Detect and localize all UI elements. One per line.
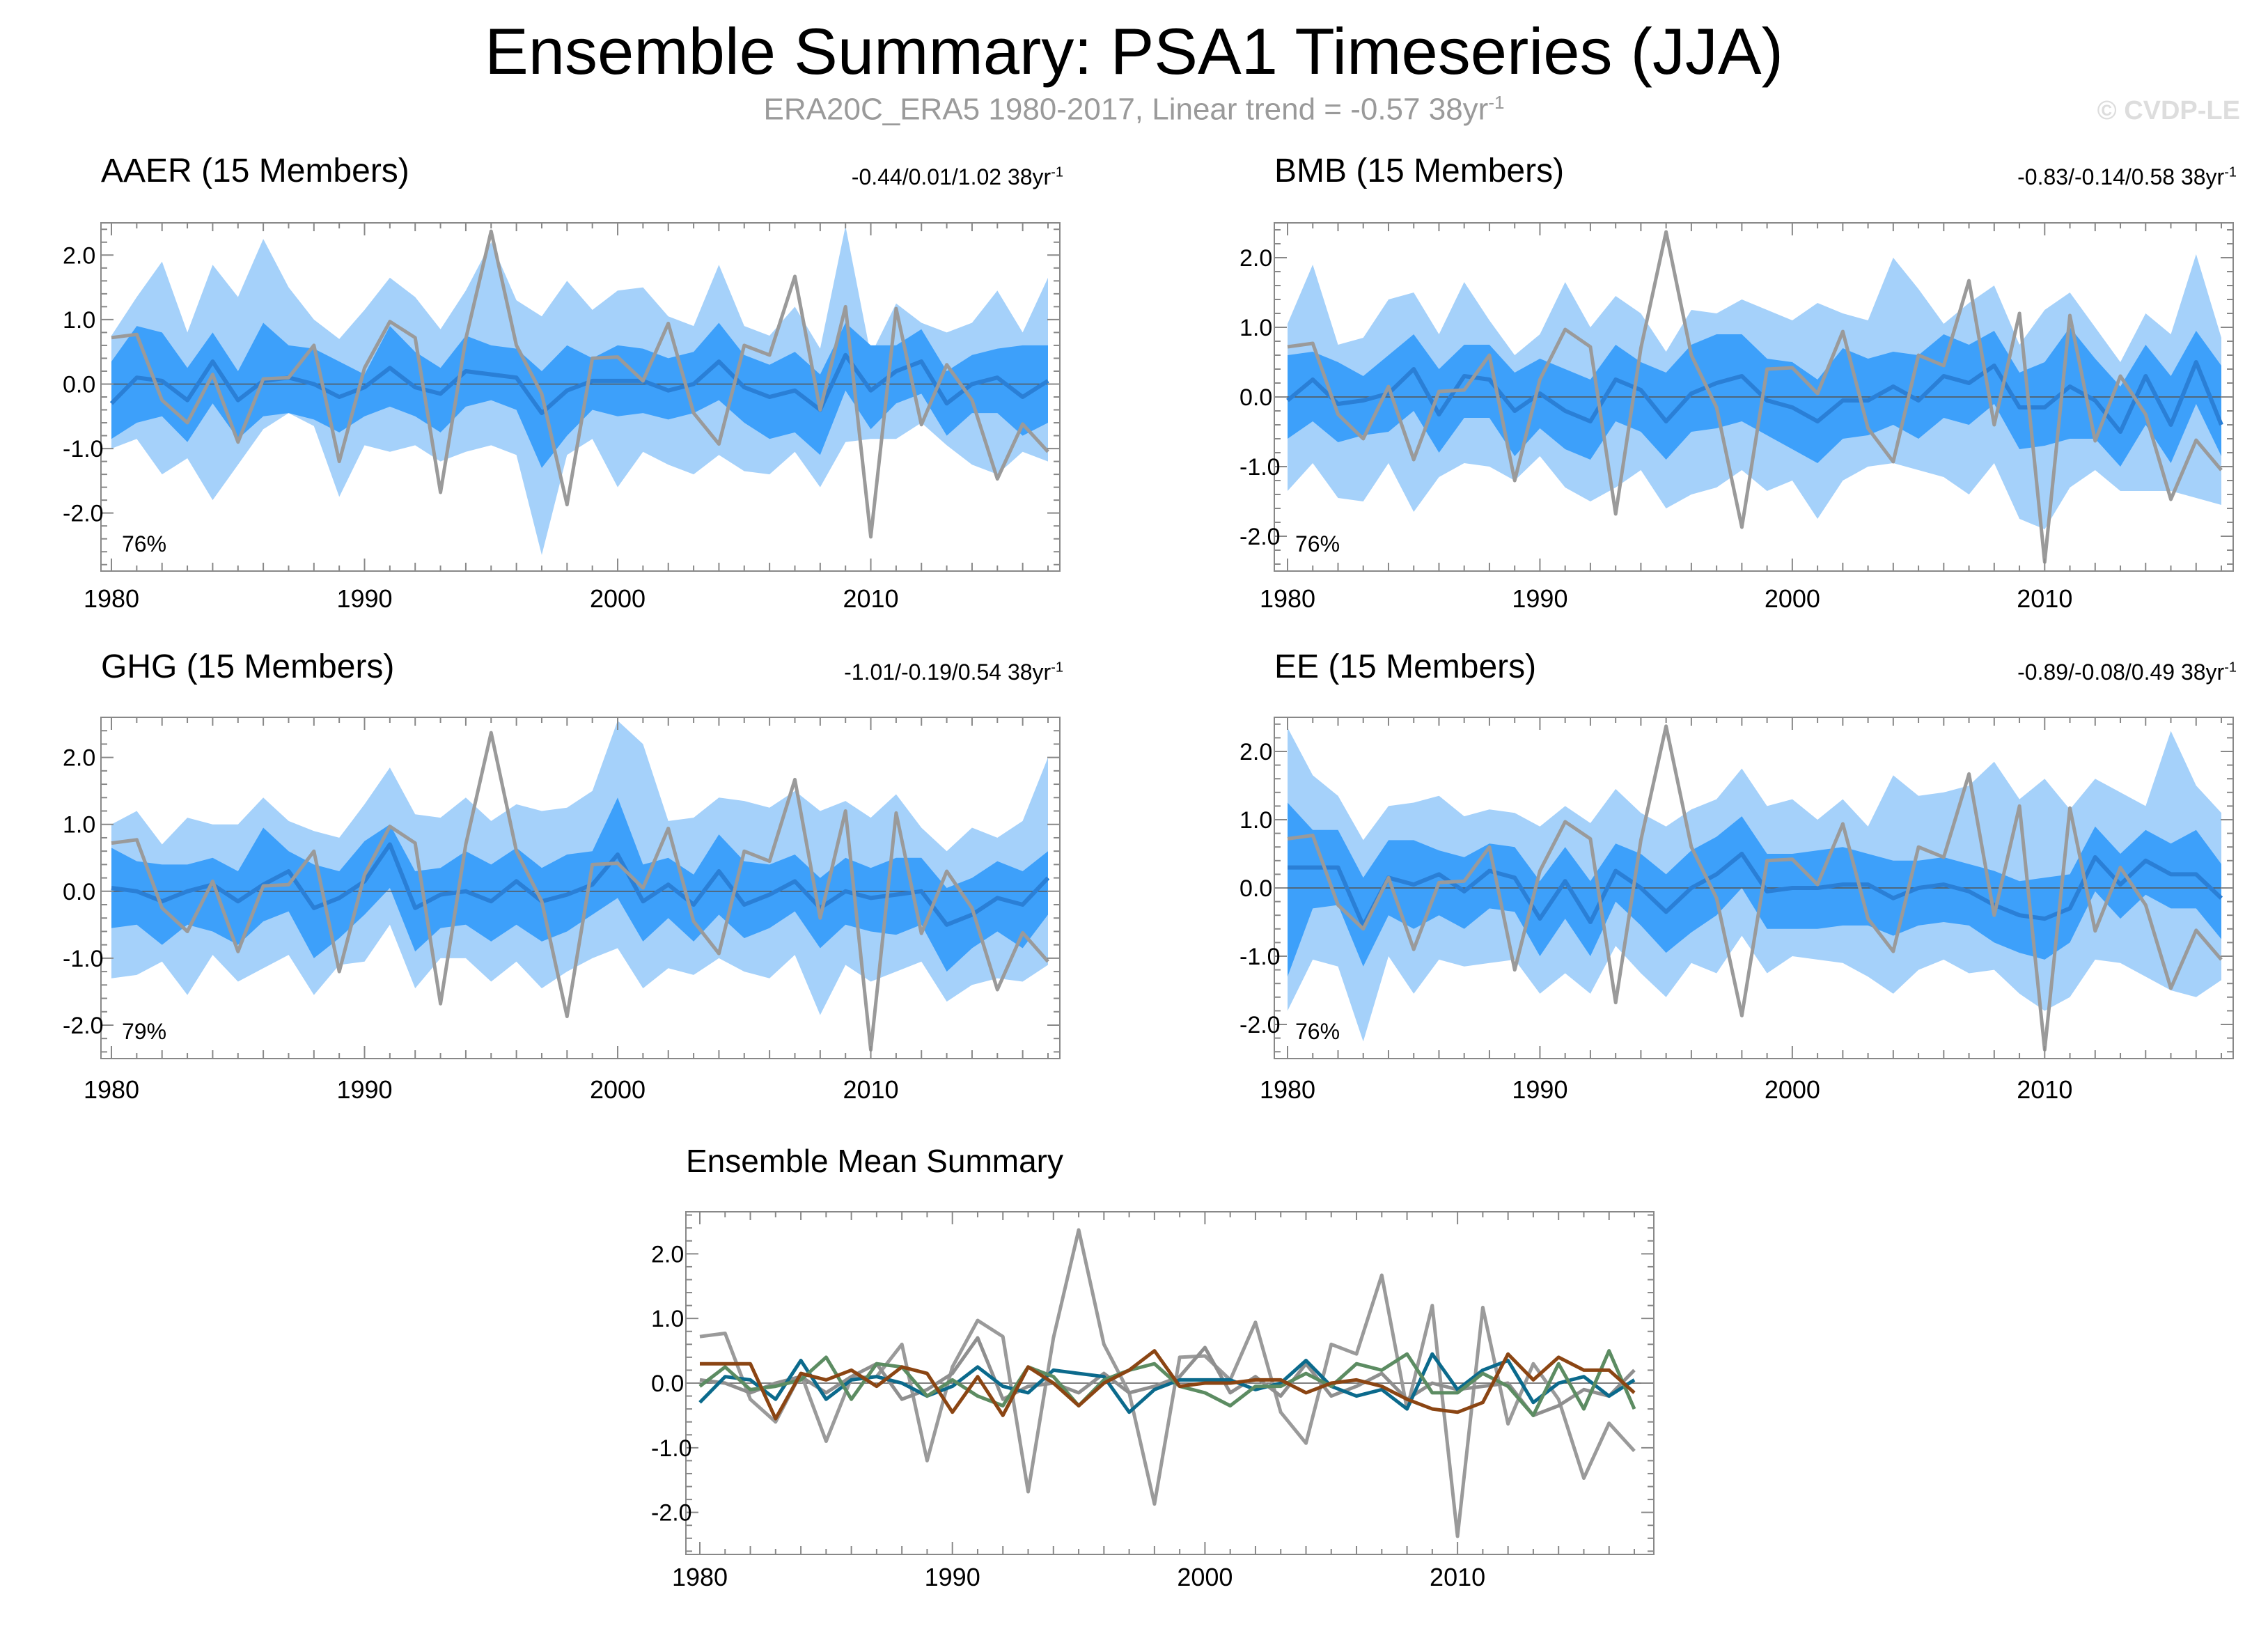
x-tick-label: 2010 — [843, 584, 898, 613]
y-tick-label: 2.0 — [1239, 739, 1272, 765]
y-tick-label: 0.0 — [63, 371, 95, 398]
ensemble-mean-line — [111, 842, 1050, 927]
y-tick-label: 2.0 — [63, 745, 95, 772]
y-tick-label: 1.0 — [1239, 807, 1272, 834]
panel-1: 2.0 1.0 0.0 -1.0 -2.0 1980 1990 2000 2010 76% — [1239, 222, 2234, 613]
plot-area — [101, 720, 1060, 1052]
observed-line — [111, 731, 1049, 1052]
x-tick-label: 2000 — [590, 584, 646, 613]
plot-area — [1274, 724, 2233, 1052]
subtitle-text: ERA20C_ERA5 1980-2017, Linear trend = -0… — [763, 92, 1489, 127]
y-tick-label: 1.0 — [63, 812, 95, 838]
panel-2: 2.0 1.0 0.0 -1.0 -2.0 1980 1990 2000 2010 79% — [63, 717, 1061, 1104]
x-tick-label: 2000 — [1765, 1075, 1820, 1104]
observed-line — [1287, 724, 2223, 1052]
y-tick-label: -1.0 — [1239, 454, 1281, 481]
panel-title-aaer: AAER (15 Members) — [101, 153, 409, 189]
x-tick-label: 1990 — [1512, 1075, 1567, 1104]
x-tick-label: 1980 — [672, 1563, 728, 1591]
panel-title-bmb: BMB (15 Members) — [1274, 153, 1565, 189]
panel-4: 2.0 1.0 0.0 -1.0 -2.0 1980 1990 2000 2010 — [651, 1211, 1655, 1591]
x-tick-label: 1980 — [1260, 1075, 1315, 1104]
panel-title-summary: Ensemble Mean Summary — [686, 1143, 1063, 1179]
ensemble-mean-line — [1286, 360, 2223, 434]
x-tick-label: 2000 — [1765, 584, 1820, 613]
percent-label: 76% — [1295, 1019, 1340, 1044]
y-tick-label: -2.0 — [1239, 524, 1281, 550]
x-tick-label: 1990 — [1512, 584, 1567, 613]
band-25-75 — [111, 322, 1048, 468]
y-tick-label: -2.0 — [63, 501, 104, 527]
x-tick-label: 2010 — [843, 1075, 898, 1104]
y-tick-label: 2.0 — [651, 1241, 684, 1268]
band-25-75 — [1288, 802, 2221, 977]
x-tick-label: 1980 — [84, 1075, 139, 1104]
plot-area — [686, 1228, 1654, 1538]
percent-label: 76% — [122, 531, 166, 556]
x-tick-label: 2000 — [1177, 1563, 1233, 1591]
y-tick-label: 1.0 — [1239, 315, 1272, 341]
x-tick-label: 2000 — [590, 1075, 646, 1104]
y-tick-label: -2.0 — [1239, 1012, 1281, 1038]
x-tick-label: 1990 — [336, 584, 392, 613]
y-tick-label: -2.0 — [651, 1500, 692, 1527]
main-title: Ensemble Summary: PSA1 Timeseries (JJA) — [485, 15, 1783, 88]
y-tick-label: 1.0 — [63, 307, 95, 334]
x-tick-label: 1980 — [1260, 584, 1315, 613]
panel-trend-ghg: -1.01/-0.19/0.54 38yr-1 — [844, 660, 1063, 685]
panel-title-ghg: GHG (15 Members) — [101, 648, 395, 685]
subtitle: ERA20C_ERA5 1980-2017, Linear trend = -0… — [0, 92, 2268, 127]
y-tick-label: -1.0 — [651, 1435, 692, 1462]
y-tick-label: 2.0 — [1239, 245, 1272, 272]
credit-watermark: © CVDP-LE — [2097, 96, 2240, 125]
band-25-75 — [111, 797, 1048, 972]
y-tick-label: -1.0 — [63, 436, 104, 462]
plot-area — [1274, 230, 2233, 564]
plot-area — [101, 226, 1060, 555]
y-tick-label: 0.0 — [1239, 384, 1272, 411]
subtitle-superscript: -1 — [1488, 92, 1505, 113]
x-tick-label: 1990 — [336, 1075, 392, 1104]
x-tick-label: 1990 — [925, 1563, 980, 1591]
mean-line-aaer — [698, 1352, 1636, 1414]
panel-3: 2.0 1.0 0.0 -1.0 -2.0 1980 1990 2000 2010 76% — [1239, 717, 2234, 1104]
percent-label: 79% — [122, 1019, 166, 1044]
x-tick-label: 2010 — [2017, 1075, 2072, 1104]
panel-trend-bmb: -0.83/-0.14/0.58 38yr-1 — [2017, 164, 2237, 189]
y-tick-label: -2.0 — [63, 1013, 104, 1039]
plot-frame — [100, 717, 1061, 1059]
observed-line — [111, 229, 1049, 539]
x-tick-label: 2010 — [1430, 1563, 1485, 1591]
y-tick-label: 0.0 — [651, 1371, 684, 1397]
y-tick-label: 2.0 — [63, 242, 95, 269]
panel-trend-aaer: -0.44/0.01/1.02 38yr-1 — [851, 164, 1063, 189]
observed-line — [1287, 230, 2223, 564]
panel-title-ee: EE (15 Members) — [1274, 648, 1537, 685]
percent-label: 76% — [1295, 531, 1340, 556]
panel-trend-ee: -0.89/-0.08/0.49 38yr-1 — [2017, 660, 2237, 685]
mean-line-bmb — [698, 1349, 1636, 1417]
y-tick-label: 1.0 — [651, 1306, 684, 1332]
x-tick-label: 2010 — [2017, 584, 2072, 613]
panel-0: 2.0 1.0 0.0 -1.0 -2.0 1980 1990 2000 2010 76% — [63, 222, 1061, 613]
y-tick-label: 0.0 — [1239, 875, 1272, 902]
y-tick-label: -1.0 — [63, 946, 104, 972]
mean-line-ee — [700, 1349, 1636, 1421]
y-tick-label: -1.0 — [1239, 944, 1281, 970]
y-tick-label: 0.0 — [63, 879, 95, 905]
x-tick-label: 1980 — [84, 584, 139, 613]
ensemble-mean-line — [1288, 852, 2223, 928]
